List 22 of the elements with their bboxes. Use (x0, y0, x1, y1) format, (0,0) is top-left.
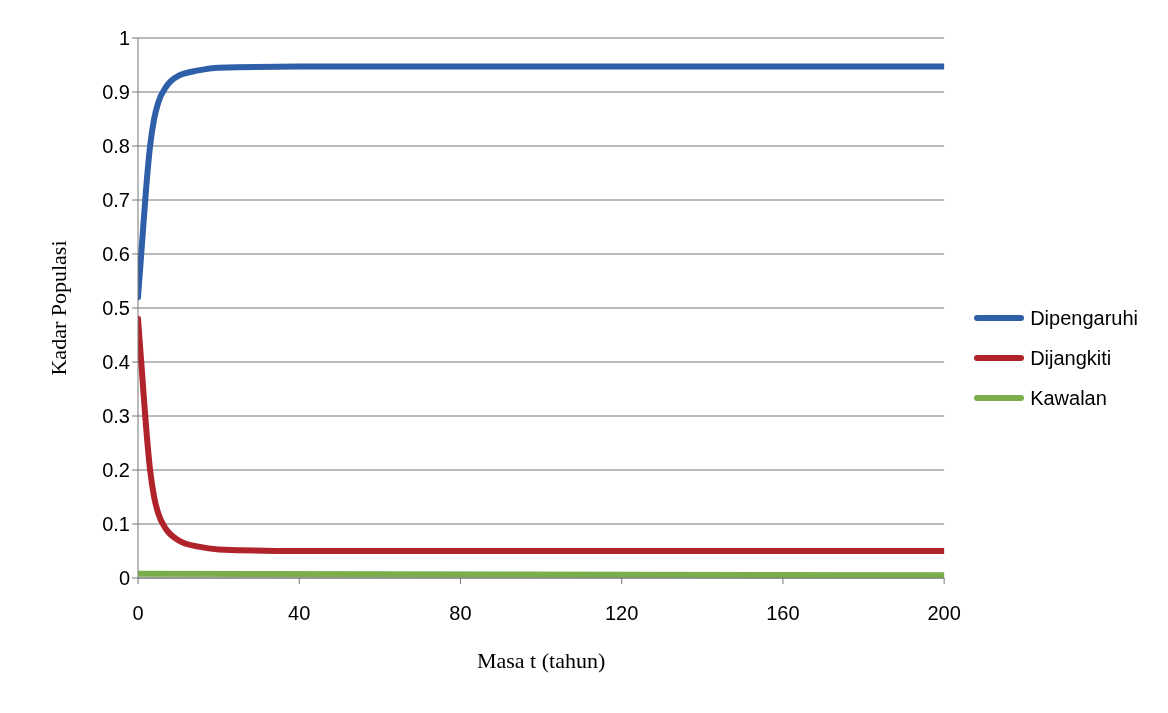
y-axis-title: Kadar Populasi (45, 240, 71, 376)
legend-label: Dipengaruhi (1030, 306, 1138, 331)
legend-label: Kawalan (1030, 386, 1107, 411)
y-tick-label: 0.9 (102, 81, 130, 104)
x-tick-label: 160 (766, 602, 800, 625)
y-tick-label: 0.1 (102, 513, 130, 536)
y-tick-label: 0.7 (102, 189, 130, 212)
y-tick-label: 0.2 (102, 459, 130, 482)
y-tick-label: 1 (118, 27, 130, 50)
x-tick-label: 200 (927, 602, 961, 625)
y-tick-label: 0.4 (102, 351, 130, 374)
legend-label: Dijangkiti (1030, 346, 1112, 371)
x-tick-label: 80 (449, 602, 472, 625)
x-axis-title: Masa t (tahun) (476, 648, 606, 673)
y-tick-label: 0.8 (102, 135, 130, 158)
y-tick-label: 0.5 (102, 297, 130, 320)
y-tick-label: 0.3 (102, 405, 130, 428)
x-tick-label: 0 (132, 602, 144, 625)
x-tick-label: 120 (605, 602, 639, 625)
x-tick-label: 40 (288, 602, 311, 625)
y-tick-label: 0.6 (102, 243, 130, 266)
y-tick-label: 0 (118, 567, 130, 590)
